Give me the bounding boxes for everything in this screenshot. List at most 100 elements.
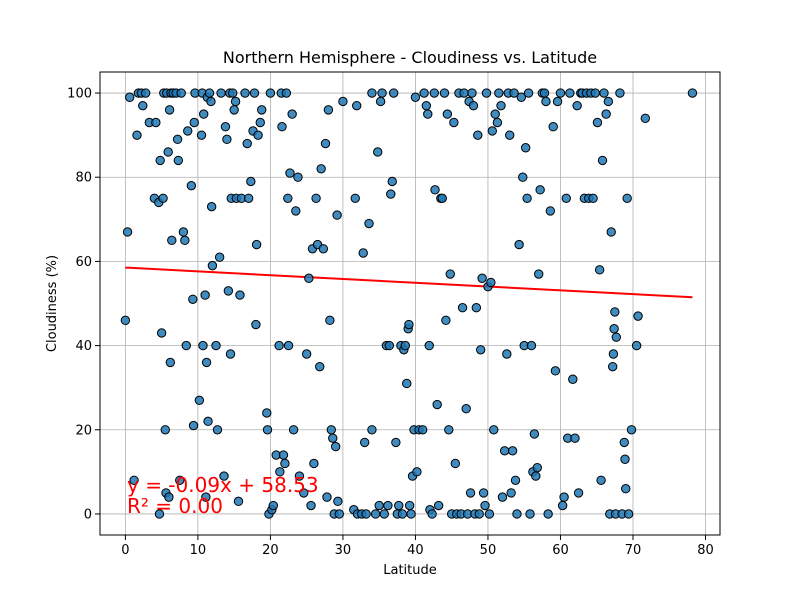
- scatter-point: [330, 441, 341, 452]
- scatter-point: [299, 488, 309, 498]
- scatter-point: [539, 88, 550, 98]
- scatter-point: [240, 88, 250, 98]
- scatter-point: [474, 509, 484, 519]
- scatter-point: [278, 450, 289, 460]
- x-tick-label: 40: [407, 543, 424, 558]
- scatter-point: [253, 130, 263, 140]
- scatter-point: [384, 340, 395, 351]
- scatter-point: [570, 433, 580, 443]
- scatter-point: [424, 340, 434, 351]
- scatter-point: [505, 130, 515, 140]
- scatter-point: [525, 509, 535, 519]
- scatter-point: [514, 239, 524, 250]
- scatter-point: [160, 425, 170, 435]
- scatter-point: [243, 193, 254, 203]
- scatter-point: [180, 235, 190, 246]
- scatter-point: [175, 475, 185, 485]
- scatter-point: [497, 492, 508, 502]
- scatter-point: [499, 446, 510, 456]
- scatter-point: [573, 488, 584, 498]
- scatter-point: [552, 96, 563, 107]
- scatter-point: [138, 100, 148, 111]
- scatter-point: [281, 88, 292, 98]
- scatter-point: [333, 496, 343, 507]
- scatter-point: [429, 88, 439, 98]
- scatter-point: [283, 340, 294, 351]
- scatter-point: [509, 88, 519, 98]
- scatter-point: [476, 345, 486, 355]
- scatter-point: [568, 374, 578, 384]
- y-tick-label: 40: [75, 339, 92, 354]
- x-tick-label: 10: [190, 543, 207, 558]
- scatter-point: [249, 88, 260, 98]
- scatter-point: [588, 193, 598, 203]
- scatter-point: [186, 180, 197, 191]
- scatter-point: [529, 429, 540, 439]
- scatter-point: [164, 492, 174, 502]
- scatter-point: [334, 509, 344, 519]
- scatter-point: [328, 433, 338, 443]
- scatter-point: [468, 100, 479, 111]
- scatter-point: [526, 340, 537, 351]
- scatter-point: [189, 117, 199, 128]
- scatter-point: [406, 509, 416, 519]
- scatter-point: [374, 500, 384, 511]
- scatter-point: [490, 109, 500, 119]
- scatter-point: [219, 471, 229, 481]
- scatter-point: [572, 100, 582, 111]
- scatter-point: [494, 88, 504, 98]
- scatter-point: [277, 122, 287, 132]
- y-axis-label: Cloudiness (%): [45, 255, 60, 352]
- scatter-point: [541, 96, 551, 107]
- scatter-point: [183, 126, 193, 136]
- scatter-point: [450, 458, 461, 469]
- scatter-point: [522, 193, 532, 203]
- scatter-point: [510, 475, 521, 485]
- scatter-point: [557, 500, 568, 511]
- scatter-point: [318, 244, 329, 254]
- scatter-point: [442, 109, 453, 119]
- scatter-point: [430, 185, 440, 195]
- scatter-point: [391, 437, 401, 448]
- scatter-point: [534, 269, 544, 279]
- scatter-point: [122, 227, 133, 237]
- scatter-point: [481, 88, 492, 98]
- scatter-point: [489, 425, 499, 435]
- scatter-point: [512, 509, 522, 519]
- scatter-point: [151, 117, 161, 128]
- scatter-point: [623, 509, 634, 519]
- scatter-point: [370, 509, 381, 519]
- scatter-point: [631, 340, 642, 351]
- scatter-point: [140, 88, 151, 98]
- scatter-point: [603, 96, 614, 107]
- scatter-point: [301, 349, 312, 359]
- scatter-point: [228, 88, 238, 98]
- scatter-point: [188, 294, 198, 304]
- scatter-point: [545, 206, 556, 216]
- scatter-point: [473, 130, 483, 140]
- scatter-point: [294, 471, 305, 481]
- scatter-point: [620, 454, 630, 464]
- x-tick-label: 80: [697, 543, 714, 558]
- scatter-point: [565, 88, 575, 98]
- scatter-point: [496, 100, 506, 111]
- scatter-point: [432, 399, 442, 410]
- scatter-point: [606, 227, 616, 237]
- scatter-point: [386, 189, 396, 199]
- scatter-point: [173, 155, 184, 166]
- scatter-point: [165, 357, 176, 368]
- scatter-point: [352, 100, 362, 111]
- scatter-point: [387, 176, 397, 187]
- scatter-point: [516, 92, 527, 102]
- scatter-point: [622, 193, 632, 203]
- chart-title: Northern Hemisphere - Cloudiness vs. Lat…: [223, 48, 597, 67]
- scatter-point: [309, 458, 319, 469]
- scatter-point: [597, 155, 608, 166]
- scatter-point: [535, 185, 545, 195]
- scatter-point: [306, 500, 316, 511]
- scatter-point: [626, 425, 637, 435]
- scatter-point: [274, 340, 284, 351]
- scatter-point: [223, 286, 234, 296]
- scatter-point: [304, 273, 314, 283]
- scatter-point: [437, 193, 447, 203]
